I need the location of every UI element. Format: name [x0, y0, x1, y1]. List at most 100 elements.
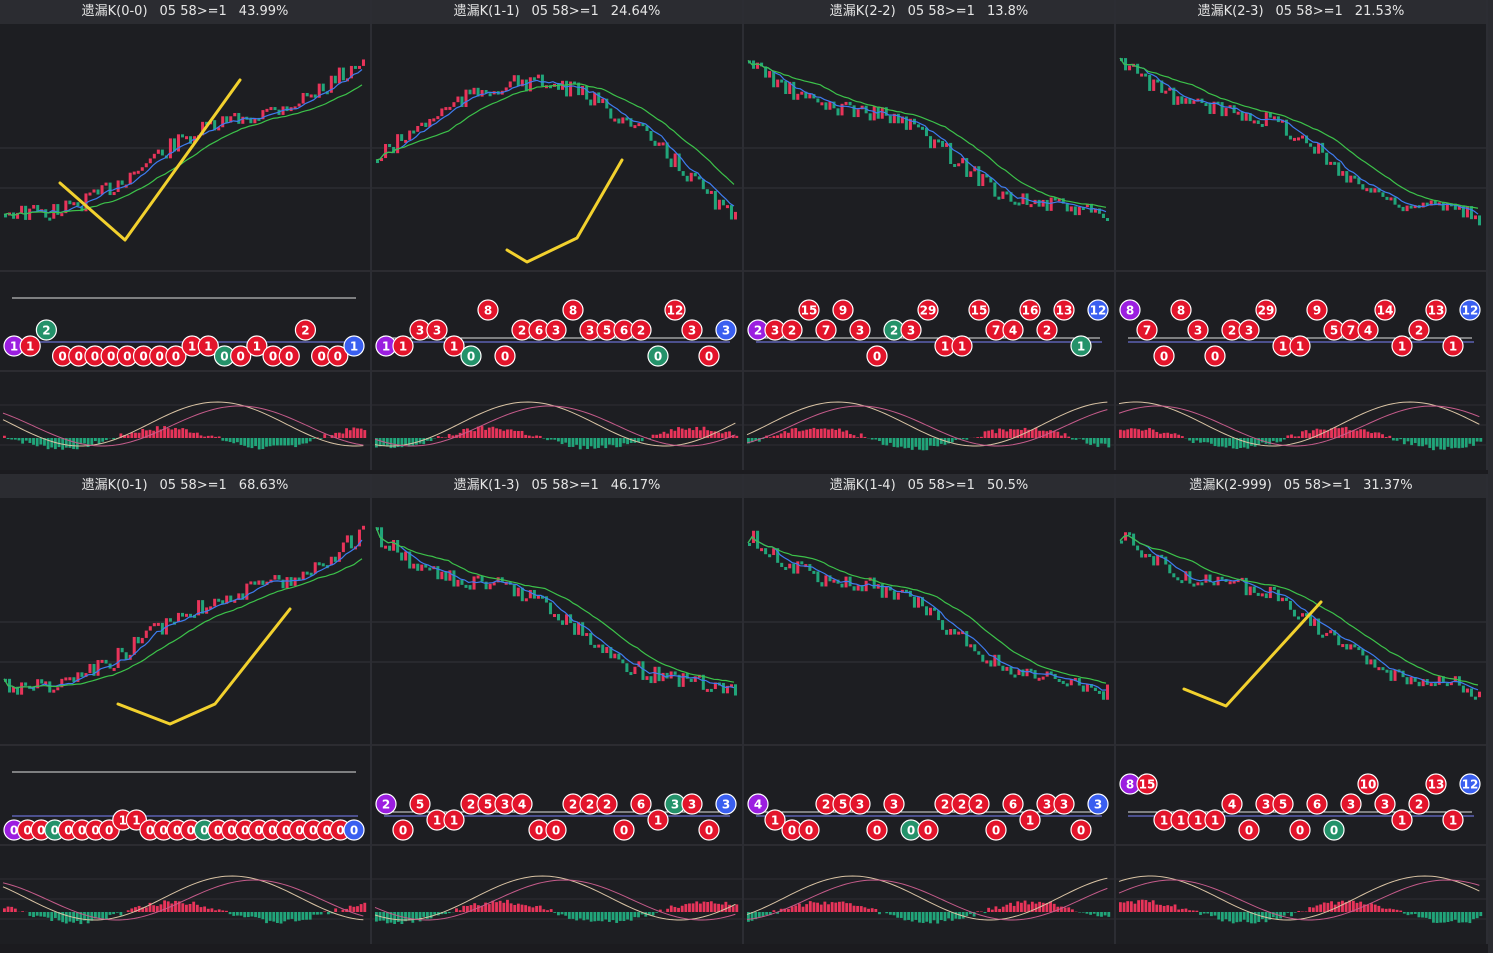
- chart-panel-p00[interactable]: 遗漏K(0-0) 05 58>=1 43.99% 1 1 2 0 0 0 0 0 0 0 0 1 1 0 0 1 0 0…: [0, 0, 372, 470]
- macd-bar: [206, 908, 210, 912]
- macd-bar: [1341, 427, 1344, 438]
- macd-bar: [787, 432, 790, 438]
- macd-bar: [1377, 432, 1381, 438]
- candlestick: [641, 123, 645, 127]
- candlestick: [261, 110, 265, 120]
- badge-value: 4: [1364, 324, 1372, 338]
- badge-value: 2: [958, 798, 966, 812]
- macd-bar: [1210, 438, 1213, 444]
- candlestick: [848, 101, 852, 106]
- chart-panel-p13[interactable]: 遗漏K(1-3) 05 58>=1 46.17% 2 0 5 1 1 2 5 3 4 0 0 2 2 2 0 6 1 3…: [372, 474, 744, 944]
- badge-value: 1: [188, 340, 196, 354]
- macd-bar: [1388, 435, 1392, 438]
- chart-panel-p22[interactable]: 遗漏K(2-2) 05 58>=1 13.8% 2 3 2 15 7 9 3 0 2 3 29 1 1 15 7 4…: [744, 0, 1116, 470]
- macd-bar: [257, 912, 261, 918]
- macd-bar: [994, 433, 998, 438]
- macd-bar: [841, 431, 845, 438]
- candlestick: [168, 138, 172, 159]
- macd-bar: [626, 438, 629, 445]
- candlestick: [229, 116, 233, 123]
- macd-bar: [21, 438, 25, 444]
- candlestick: [108, 182, 112, 196]
- macd-bar: [578, 912, 582, 919]
- badge-value: 0: [172, 350, 180, 364]
- macd-bar: [666, 908, 670, 912]
- annotation-stroke: [1182, 600, 1323, 708]
- candlestick: [520, 587, 524, 602]
- candlestick: [528, 589, 532, 599]
- macd-bar: [1475, 438, 1479, 442]
- macd-bar: [123, 435, 126, 438]
- macd-bar: [757, 912, 761, 918]
- macd-bar: [1355, 430, 1359, 438]
- candlestick: [245, 583, 249, 600]
- candlestick: [353, 65, 357, 69]
- macd-bar: [1330, 428, 1333, 438]
- macd-bar: [68, 438, 72, 448]
- candlestick: [589, 633, 593, 645]
- macd-bar: [589, 912, 593, 922]
- macd-bar: [1041, 430, 1045, 438]
- badge-value: 12: [1462, 778, 1479, 792]
- macd-bar: [1442, 912, 1446, 923]
- miss-count-badge: 14: [1374, 299, 1396, 321]
- chart-panel-p2999[interactable]: 遗漏K(2-999) 05 58>=1 31.37% 8 15 1 1 1 1 4 0 3 5 0 6 0 3 1…: [1116, 474, 1488, 944]
- macd-bar: [1235, 438, 1239, 450]
- candlestick: [937, 139, 941, 143]
- scrollbar[interactable]: [1488, 0, 1493, 953]
- candlestick: [924, 127, 928, 137]
- macd-bar: [1119, 429, 1122, 438]
- macd-bar: [1472, 912, 1475, 920]
- candlestick: [1228, 581, 1232, 585]
- macd-bar: [206, 435, 210, 438]
- macd-bar: [640, 438, 644, 442]
- candlestick: [249, 117, 253, 124]
- badge-value: 0: [123, 350, 131, 364]
- candlestick: [796, 93, 800, 100]
- chart-panel-p11[interactable]: 遗漏K(1-1) 05 58>=1 24.64% 1 1 3 3 1 0 8 0 2 6 3 8 3 5 6 2 0 1…: [372, 0, 744, 470]
- macd-bar: [633, 438, 637, 443]
- candlestick: [617, 118, 621, 124]
- candlestick: [476, 575, 480, 579]
- macd-bar: [669, 429, 673, 438]
- macd-bar: [279, 438, 283, 446]
- macd-bar: [148, 902, 152, 912]
- macd-bar: [1001, 429, 1005, 438]
- badge-value: 0: [317, 350, 325, 364]
- candlestick: [868, 113, 872, 121]
- macd-bar: [469, 430, 473, 438]
- badge-value: 0: [323, 824, 331, 838]
- chart-panel-p23[interactable]: 遗漏K(2-3) 05 58>=1 21.53% 8 7 0 8 3 0 2 3 29 1 1 9 5 7 4 14…: [1116, 0, 1488, 470]
- miss-count-badge: 1: [19, 335, 41, 357]
- candlestick: [80, 672, 84, 677]
- chart-panel-p14[interactable]: 遗漏K(1-4) 05 58>=1 50.5% 4 1 0 0 2 5 3 0 3 0 0 2 2 2 0 6 1 3 3…: [744, 474, 1116, 944]
- macd-bar: [283, 438, 287, 446]
- macd-bar: [1027, 429, 1031, 438]
- macd-bar: [783, 431, 787, 438]
- macd-bar: [1293, 436, 1297, 438]
- panel-title-condition: 05 58>=1: [159, 4, 227, 19]
- candlestick: [152, 153, 156, 159]
- macd-bar: [896, 912, 900, 918]
- candlestick: [957, 631, 961, 635]
- macd-bar: [698, 903, 702, 912]
- miss-count-badge: 4: [1002, 319, 1024, 341]
- candlestick: [1148, 554, 1152, 558]
- candlestick: [1097, 690, 1101, 694]
- candlestick: [949, 629, 953, 635]
- chart-panel-p01[interactable]: 遗漏K(0-1) 05 58>=1 68.63% 0 0 0 0 0 0 0 0 1 1 0 0 0 0 0 0 0 0…: [0, 474, 372, 944]
- candlestick: [56, 687, 60, 691]
- candlestick: [1029, 204, 1033, 208]
- miss-count-badge: 1: [951, 335, 973, 357]
- candlestick: [701, 179, 705, 190]
- candlestick: [1017, 669, 1021, 676]
- macd-bar: [1129, 428, 1133, 438]
- macd-bar: [265, 912, 268, 924]
- macd-bar: [878, 912, 881, 915]
- macd-bar: [1362, 429, 1366, 438]
- macd-bar: [64, 438, 68, 448]
- panel-title-percent: 31.37%: [1363, 478, 1413, 493]
- miss-count-badge: 7: [815, 319, 837, 341]
- candlestick: [1377, 188, 1381, 193]
